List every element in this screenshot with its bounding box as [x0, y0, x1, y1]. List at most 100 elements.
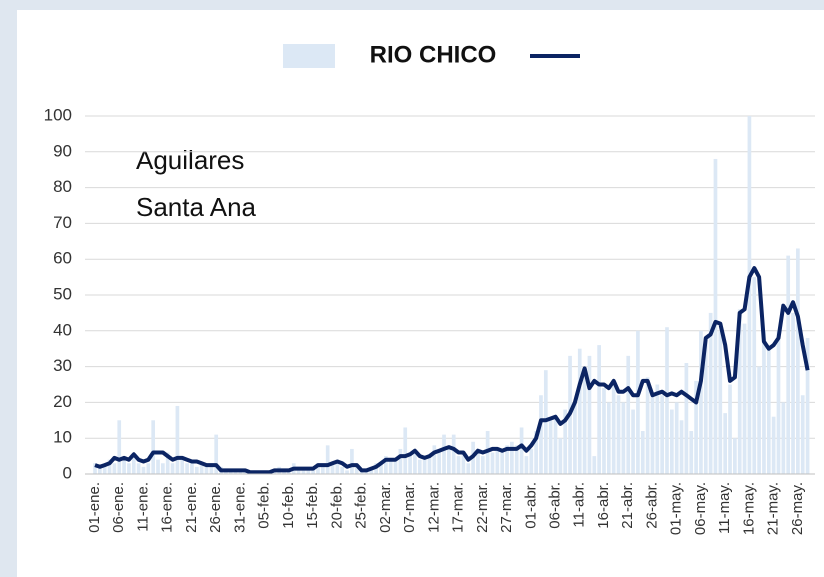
bar: [582, 366, 587, 474]
bar: [679, 420, 684, 474]
y-tick-label: 70: [53, 213, 72, 232]
bar: [655, 384, 660, 474]
y-tick-label: 100: [44, 105, 72, 124]
x-tick-label: 26-ene.: [207, 482, 224, 533]
x-tick-label: 10-feb.: [280, 482, 297, 529]
chart-panel: [17, 10, 824, 577]
bar: [621, 402, 626, 474]
x-tick-label: 27-mar.: [498, 482, 515, 533]
bar: [510, 441, 514, 474]
bar: [141, 466, 146, 474]
bar: [146, 463, 151, 474]
x-tick-label: 11-ene.: [134, 482, 151, 532]
bar: [175, 405, 180, 474]
bar: [534, 431, 538, 474]
y-tick-label: 80: [53, 177, 72, 196]
y-tick-label: 40: [53, 320, 72, 339]
bar: [316, 463, 320, 474]
bar: [131, 456, 136, 474]
bar: [151, 420, 156, 474]
x-tick-label: 25-feb.: [353, 482, 370, 529]
bar: [660, 395, 664, 474]
bar: [495, 448, 500, 474]
bar: [330, 463, 335, 474]
bar: [689, 431, 694, 474]
y-tick-label: 10: [53, 428, 72, 447]
bar: [93, 463, 97, 474]
bar: [107, 459, 112, 474]
x-tick-label: 05-feb.: [256, 482, 273, 529]
bar: [320, 466, 325, 474]
x-tick-label: 06-may.: [692, 482, 709, 535]
bar: [592, 456, 597, 474]
bar: [306, 470, 311, 474]
x-tick-label: 21-may.: [765, 482, 782, 535]
y-tick-label: 90: [53, 141, 72, 160]
bar: [165, 452, 170, 474]
bar: [447, 448, 451, 474]
bar: [684, 363, 689, 474]
y-tick-label: 30: [53, 356, 72, 375]
bar: [626, 355, 631, 474]
x-tick-label: 26-may.: [789, 482, 806, 535]
bar: [466, 463, 471, 474]
bar: [398, 448, 403, 474]
bar: [427, 456, 432, 474]
bar: [214, 434, 219, 474]
bar: [558, 438, 563, 474]
bar: [665, 327, 669, 474]
annotation: Aguilares: [136, 145, 244, 175]
bar: [122, 459, 126, 474]
bar: [190, 459, 194, 474]
bar: [379, 463, 383, 474]
bar: [335, 459, 340, 474]
x-tick-label: 12-mar.: [425, 482, 442, 533]
x-tick-label: 17-mar.: [450, 482, 467, 533]
bar: [708, 312, 713, 474]
x-tick-label: 21-abr.: [619, 482, 636, 529]
bar: [296, 470, 301, 474]
bar: [98, 466, 102, 474]
bar: [529, 448, 534, 474]
bar: [136, 463, 141, 474]
bar: [776, 330, 781, 474]
y-tick-label: 50: [53, 284, 72, 303]
bar: [640, 431, 645, 474]
bar: [432, 445, 437, 474]
line: [94, 266, 810, 475]
bar: [577, 348, 582, 474]
bar: [505, 445, 509, 474]
bar: [519, 427, 524, 474]
x-tick-label: 16-may.: [740, 482, 757, 535]
bar: [350, 448, 354, 474]
bar: [490, 452, 495, 474]
x-tick-label: 06-ene.: [110, 482, 127, 533]
bar: [185, 463, 189, 474]
bar: [384, 456, 388, 474]
bar: [325, 445, 330, 474]
bar: [413, 452, 417, 474]
x-tick-label: 02-mar.: [377, 482, 394, 533]
bar: [451, 434, 456, 474]
bar: [670, 409, 674, 474]
bar: [703, 337, 708, 474]
bar: [112, 463, 117, 474]
x-tick-label: 16-abr.: [595, 482, 612, 529]
bar: [597, 345, 601, 474]
x-tick-label: 01-ene.: [86, 482, 103, 533]
bar: [762, 330, 766, 474]
bar: [611, 384, 616, 474]
x-tick-label: 15-feb.: [304, 482, 321, 529]
bar: [606, 402, 611, 474]
bar: [636, 330, 640, 474]
bar: [800, 395, 805, 474]
bar: [587, 355, 592, 474]
bar: [422, 459, 427, 474]
y-tick-label: 0: [63, 463, 72, 482]
bar: [752, 277, 757, 474]
bar: [514, 445, 519, 474]
bar: [204, 463, 209, 474]
bar: [650, 395, 655, 474]
bar: [480, 456, 485, 474]
